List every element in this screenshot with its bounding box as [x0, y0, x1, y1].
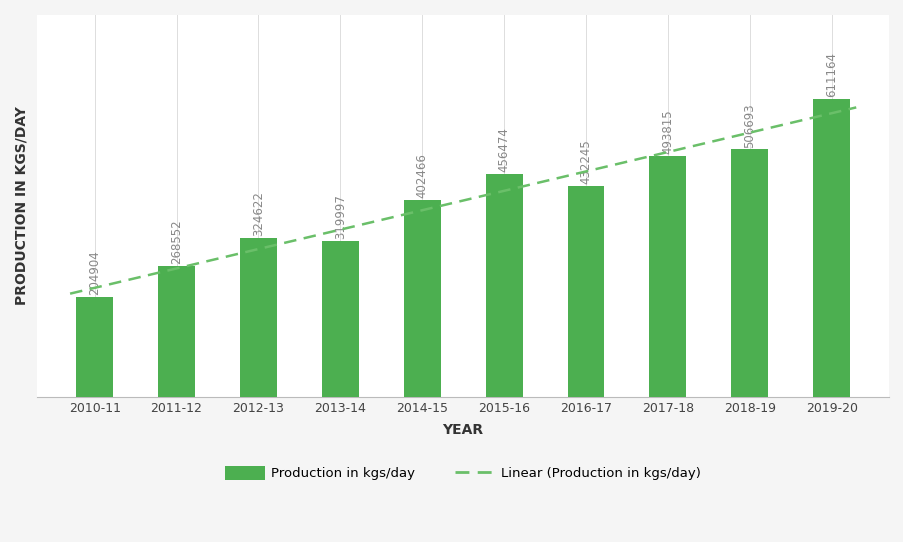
Y-axis label: PRODUCTION IN KGS/DAY: PRODUCTION IN KGS/DAY — [15, 106, 29, 305]
Text: 204904: 204904 — [88, 250, 101, 295]
Text: 324622: 324622 — [252, 191, 265, 236]
Legend: Production in kgs/day, Linear (Production in kgs/day): Production in kgs/day, Linear (Productio… — [219, 461, 705, 486]
Bar — [813, 99, 849, 397]
Text: 506693: 506693 — [742, 103, 756, 147]
Bar — [485, 174, 522, 397]
Bar — [567, 186, 604, 397]
Text: 493815: 493815 — [661, 109, 674, 154]
X-axis label: YEAR: YEAR — [442, 423, 483, 437]
Text: 268552: 268552 — [170, 219, 182, 264]
Bar — [76, 297, 113, 397]
Text: 456474: 456474 — [497, 127, 510, 172]
Bar — [158, 266, 195, 397]
Text: 319997: 319997 — [333, 193, 347, 238]
Bar — [648, 156, 685, 397]
Text: 432245: 432245 — [579, 139, 591, 184]
Bar — [404, 201, 440, 397]
Text: 402466: 402466 — [415, 153, 428, 198]
Bar — [240, 238, 276, 397]
Bar — [321, 241, 358, 397]
Text: 611164: 611164 — [824, 51, 837, 96]
Bar — [731, 150, 768, 397]
